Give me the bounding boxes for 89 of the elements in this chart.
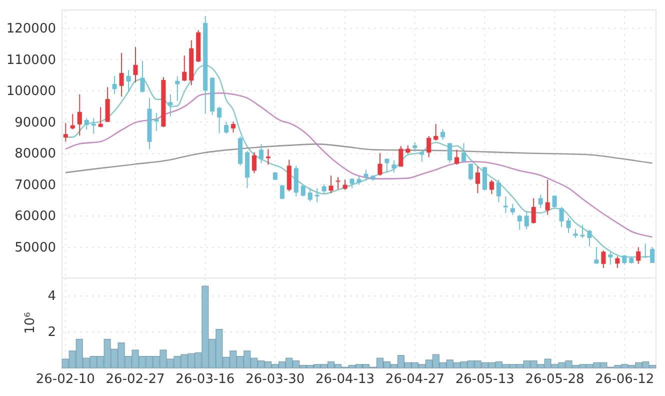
y-tick-label: 4 xyxy=(48,289,56,304)
candlestick xyxy=(328,175,334,194)
candlestick xyxy=(580,224,585,238)
candlestick xyxy=(70,114,75,130)
candlestick xyxy=(426,135,432,158)
candlestick xyxy=(119,52,124,98)
candlestick xyxy=(154,112,159,132)
candlestick xyxy=(650,246,655,264)
y-tick-label: 80000 xyxy=(14,146,56,162)
candlestick xyxy=(182,55,187,82)
candlestick xyxy=(440,128,446,140)
y-tick-label: 120000 xyxy=(6,21,56,36)
y-axis-title: 10⁶ xyxy=(23,312,38,334)
line-series xyxy=(65,92,653,238)
candlestick xyxy=(314,188,320,203)
candlestick xyxy=(434,124,438,142)
candlestick xyxy=(168,94,173,117)
candlestick xyxy=(608,252,613,266)
candlestick xyxy=(356,174,362,186)
candlestick xyxy=(643,243,648,258)
candlestick xyxy=(364,169,368,180)
y-tick-label: 90000 xyxy=(14,115,56,130)
candlestick xyxy=(378,152,382,176)
y-tick-label: 110000 xyxy=(6,52,56,68)
candlestick xyxy=(112,75,117,95)
x-tick-label: 26-03-16 xyxy=(176,372,235,388)
x-tick-label: 26-02-27 xyxy=(106,372,165,388)
candlestick xyxy=(350,178,354,189)
candlestick xyxy=(496,179,501,203)
candlestick xyxy=(510,203,515,216)
candlestick xyxy=(454,149,460,166)
candlestick xyxy=(517,214,522,230)
candlestick xyxy=(63,122,68,142)
x-tick-label: 26-05-28 xyxy=(525,372,584,388)
candlestick xyxy=(342,179,348,190)
candlestick xyxy=(77,94,82,136)
x-tick-label: 26-06-12 xyxy=(595,372,654,388)
candlestick xyxy=(489,179,494,195)
candlestick xyxy=(133,46,138,83)
candlestick xyxy=(280,184,284,200)
candlestick xyxy=(594,246,599,264)
candlestick xyxy=(322,184,326,194)
candlestick xyxy=(252,152,257,174)
x-tick-label: 26-02-10 xyxy=(36,372,95,388)
candlestick xyxy=(545,179,550,216)
candlestick xyxy=(566,217,571,234)
candlestick xyxy=(475,166,480,194)
candlestick xyxy=(217,106,222,134)
y-tick-label: 50000 xyxy=(14,240,56,256)
candlestick xyxy=(175,76,180,102)
candlestick xyxy=(601,250,606,268)
candlestick xyxy=(98,106,103,128)
candlestick xyxy=(622,254,627,266)
candlestick xyxy=(448,142,452,164)
x-tick-label: 26-04-13 xyxy=(316,372,375,388)
candlestick xyxy=(308,188,312,202)
candlestick xyxy=(392,160,396,174)
x-tick-label: 26-04-27 xyxy=(385,372,444,388)
candlestick xyxy=(420,149,424,162)
candlestick xyxy=(126,69,131,92)
candlestick xyxy=(636,246,641,264)
candlestick xyxy=(524,210,529,230)
y-tick-label: 70000 xyxy=(14,178,56,193)
x-tick-label: 26-03-30 xyxy=(246,372,305,388)
candlestick xyxy=(336,176,340,190)
candlestick xyxy=(615,256,620,268)
candlestick xyxy=(266,148,270,166)
y-tick-label: 2 xyxy=(48,325,56,340)
candlestick xyxy=(398,145,404,168)
candlestick xyxy=(552,194,557,208)
candlestick xyxy=(84,118,89,130)
candlestick xyxy=(140,60,145,93)
candlestick xyxy=(258,144,264,164)
candlestick xyxy=(538,194,543,209)
candlestick xyxy=(91,118,96,134)
candlestick xyxy=(224,121,229,134)
candlestick xyxy=(559,206,564,228)
x-tick-label: 26-05-13 xyxy=(455,372,514,388)
candlestick xyxy=(587,229,592,247)
candlestick xyxy=(231,121,236,133)
candlestick xyxy=(531,198,536,224)
candlestick xyxy=(461,142,466,164)
candlestick xyxy=(468,162,474,181)
y-tick-label: 60000 xyxy=(14,209,56,224)
line-series xyxy=(65,143,653,174)
candlestick xyxy=(105,86,110,122)
candlestick xyxy=(384,158,390,174)
y-tick-label: 100000 xyxy=(6,84,56,100)
candlestick xyxy=(503,196,508,214)
